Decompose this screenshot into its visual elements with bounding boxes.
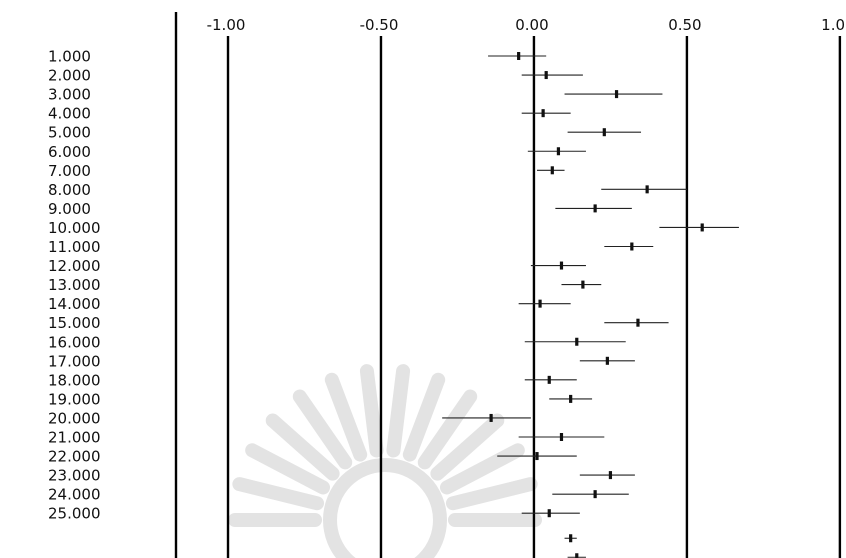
study-intervals	[442, 52, 739, 558]
study-label: 3.000	[48, 86, 91, 104]
study-label: 11.000	[48, 238, 101, 256]
point-estimate	[605, 356, 609, 365]
point-estimate	[547, 509, 551, 518]
study-label: 5.000	[48, 124, 91, 142]
study-label: 15.000	[48, 314, 101, 332]
x-tick-label: 0.00	[515, 16, 548, 34]
watermark-petal	[359, 364, 384, 458]
study-label: 21.000	[48, 429, 101, 447]
study-label: 10.000	[48, 219, 101, 237]
x-tick-label: -0.50	[360, 16, 399, 34]
watermark-petal	[292, 389, 353, 470]
point-estimate	[614, 90, 619, 99]
study-label: 25.000	[48, 505, 101, 523]
study-label: 8.000	[48, 181, 91, 199]
extra-point-estimate	[575, 553, 579, 558]
study-label: 22.000	[48, 448, 101, 466]
point-estimate	[541, 109, 545, 118]
watermark-emblem	[228, 364, 542, 558]
point-estimate	[593, 490, 597, 499]
point-estimate	[535, 452, 539, 461]
point-estimate	[517, 52, 521, 60]
point-estimate	[602, 128, 606, 137]
x-tick-label: -1.00	[207, 16, 246, 34]
watermark-ring	[323, 458, 447, 558]
point-estimate	[593, 204, 597, 213]
watermark-petal	[245, 443, 331, 495]
watermark-petal	[417, 389, 478, 470]
study-label: 20.000	[48, 409, 101, 427]
study-label: 9.000	[48, 200, 91, 218]
study-label: 19.000	[48, 390, 101, 408]
study-label: 14.000	[48, 295, 101, 313]
point-estimate	[608, 471, 613, 480]
point-estimate	[581, 280, 585, 289]
study-label: 2.000	[48, 67, 91, 85]
study-label: 12.000	[48, 257, 101, 275]
point-estimate	[538, 299, 542, 308]
watermark-petal	[232, 477, 325, 511]
watermark-petal	[402, 372, 446, 462]
watermark-petal	[445, 477, 538, 511]
watermark-petal	[386, 364, 411, 458]
study-label: 24.000	[48, 486, 101, 504]
point-estimate	[544, 71, 548, 80]
study-label: 7.000	[48, 162, 91, 180]
point-estimate	[575, 337, 579, 346]
watermark-petal	[265, 413, 340, 481]
study-labels: 1.0002.0003.0004.0005.0006.0007.0008.000…	[48, 48, 101, 523]
extra-point-estimate	[569, 534, 573, 543]
watermark-petal	[324, 372, 368, 462]
study-label: 18.000	[48, 371, 101, 389]
point-estimate	[550, 166, 554, 175]
study-label: 4.000	[48, 105, 91, 123]
study-label: 6.000	[48, 143, 91, 161]
watermark-petal	[430, 413, 505, 481]
study-label: 13.000	[48, 276, 101, 294]
point-estimate	[636, 318, 640, 327]
x-tick-label: 1.00	[821, 16, 846, 34]
point-estimate	[556, 147, 561, 156]
x-tick-labels: -1.00 -0.50 0.00 0.50 1.00	[207, 16, 846, 34]
x-tick-label: 0.50	[668, 16, 701, 34]
point-estimate	[569, 394, 573, 403]
point-estimate	[489, 413, 493, 422]
study-label: 17.000	[48, 352, 101, 370]
point-estimate	[700, 223, 704, 232]
point-estimate	[559, 261, 564, 270]
study-label: 16.000	[48, 333, 101, 351]
point-estimate	[559, 433, 564, 441]
study-label: 1.000	[48, 48, 91, 66]
axis-gridlines	[174, 12, 842, 558]
point-estimate	[547, 375, 551, 384]
point-estimate	[645, 185, 649, 194]
study-label: 23.000	[48, 467, 101, 485]
point-estimate	[630, 242, 634, 251]
